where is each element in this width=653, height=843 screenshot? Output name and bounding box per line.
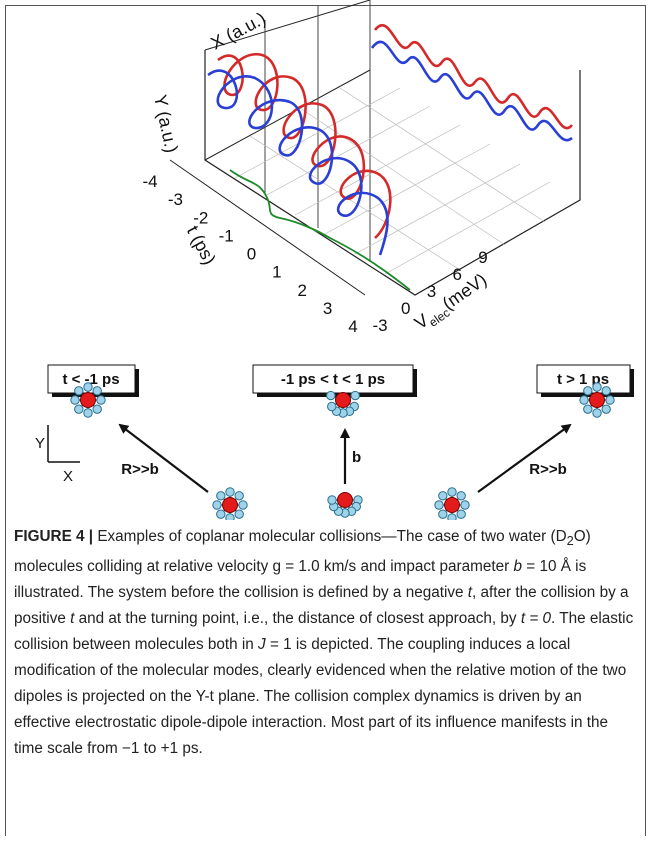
panel-label: -1 ps < t < 1 ps <box>281 371 385 388</box>
atom-d <box>75 405 83 413</box>
caption-label: FIGURE 4 | <box>14 528 93 545</box>
v-label-unit: (meV) <box>439 269 491 313</box>
v-tick-label: 6 <box>453 265 462 284</box>
atom-d <box>435 501 443 509</box>
caption: FIGURE 4 | Examples of coplanar molecula… <box>14 524 639 762</box>
t-tick-label: -3 <box>168 190 183 209</box>
v-tick-label: 9 <box>478 248 487 267</box>
axes-icon-x: X <box>63 468 73 485</box>
atom-o <box>445 498 460 513</box>
v-tick-label: 0 <box>401 299 410 318</box>
caption-text: = 1 is depicted. The coupling induces a … <box>14 636 626 757</box>
t-axis-label: t (ps) <box>183 222 220 268</box>
atom-d <box>84 383 92 391</box>
t-tick-label: -1 <box>219 226 234 245</box>
t-tick-label: 0 <box>247 245 256 264</box>
t-tick-label: -2 <box>193 208 208 227</box>
atom-d <box>584 387 592 395</box>
atom-d <box>213 501 221 509</box>
t-tick-label: 2 <box>298 281 307 300</box>
atom-d <box>602 387 610 395</box>
caption-text: and at the turning point, i.e., the dist… <box>74 610 520 627</box>
atom-d <box>226 514 234 520</box>
atom-d <box>226 488 234 496</box>
atom-d <box>217 510 225 518</box>
atom-d <box>351 391 359 399</box>
atom-d <box>328 496 336 504</box>
atom-d <box>217 492 225 500</box>
caption-sub: 2 <box>567 533 574 548</box>
atom-d <box>439 492 447 500</box>
t-tick-label: -4 <box>142 172 157 191</box>
atom-d <box>239 501 247 509</box>
atom-d <box>457 492 465 500</box>
atom-d <box>235 510 243 518</box>
v-tick-label: 3 <box>427 282 436 301</box>
caption-italic: b <box>514 558 523 575</box>
atom-d <box>93 387 101 395</box>
plot-box <box>205 0 580 295</box>
atom-d <box>84 409 92 417</box>
atom-d <box>457 510 465 518</box>
atom-d <box>461 501 469 509</box>
atom-o <box>223 498 238 513</box>
trajectory-curves <box>208 25 572 290</box>
atom-d <box>448 514 456 520</box>
atom-d <box>71 396 79 404</box>
atom-d <box>448 488 456 496</box>
page: {"figure": { "plot": { "x_axis_label": "… <box>0 0 653 843</box>
t-tick-label: 4 <box>348 317 357 336</box>
atom-o <box>338 493 353 508</box>
atom-o <box>81 393 96 408</box>
atom-d <box>602 405 610 413</box>
v-tick-label: -3 <box>372 316 387 335</box>
t-tick-label: 1 <box>272 263 281 282</box>
caption-italic: t = 0 <box>521 610 551 627</box>
atom-d <box>75 387 83 395</box>
grid-lines <box>235 88 550 274</box>
atom-d <box>584 405 592 413</box>
axes-icon <box>48 425 80 462</box>
atom-d <box>327 391 335 399</box>
figure: X (a.u.) Y (a.u.) t (ps) Velec(meV) -4-3… <box>0 0 653 520</box>
x-axis-label: X (a.u.) <box>207 8 269 53</box>
atom-d <box>328 402 336 410</box>
atom-o <box>590 393 605 408</box>
arrow-label: b <box>352 449 361 466</box>
y-axis-label: Y (a.u.) <box>150 93 182 155</box>
t-tick-label: 3 <box>323 299 332 318</box>
arrow-label: R>>b <box>121 461 159 478</box>
atom-d <box>93 405 101 413</box>
axes-icon-y: Y <box>35 435 45 452</box>
atom-d <box>439 510 447 518</box>
atom-d <box>606 396 614 404</box>
atom-d <box>593 383 601 391</box>
atom-d <box>580 396 588 404</box>
caption-text: Examples of coplanar molecular collision… <box>93 528 567 545</box>
atom-d <box>97 396 105 404</box>
atom-d <box>235 492 243 500</box>
atom-d <box>593 409 601 417</box>
caption-italic: J <box>258 636 266 653</box>
atom-o <box>336 393 351 408</box>
arrow-label: R>>b <box>529 461 567 478</box>
arrows <box>120 425 570 492</box>
